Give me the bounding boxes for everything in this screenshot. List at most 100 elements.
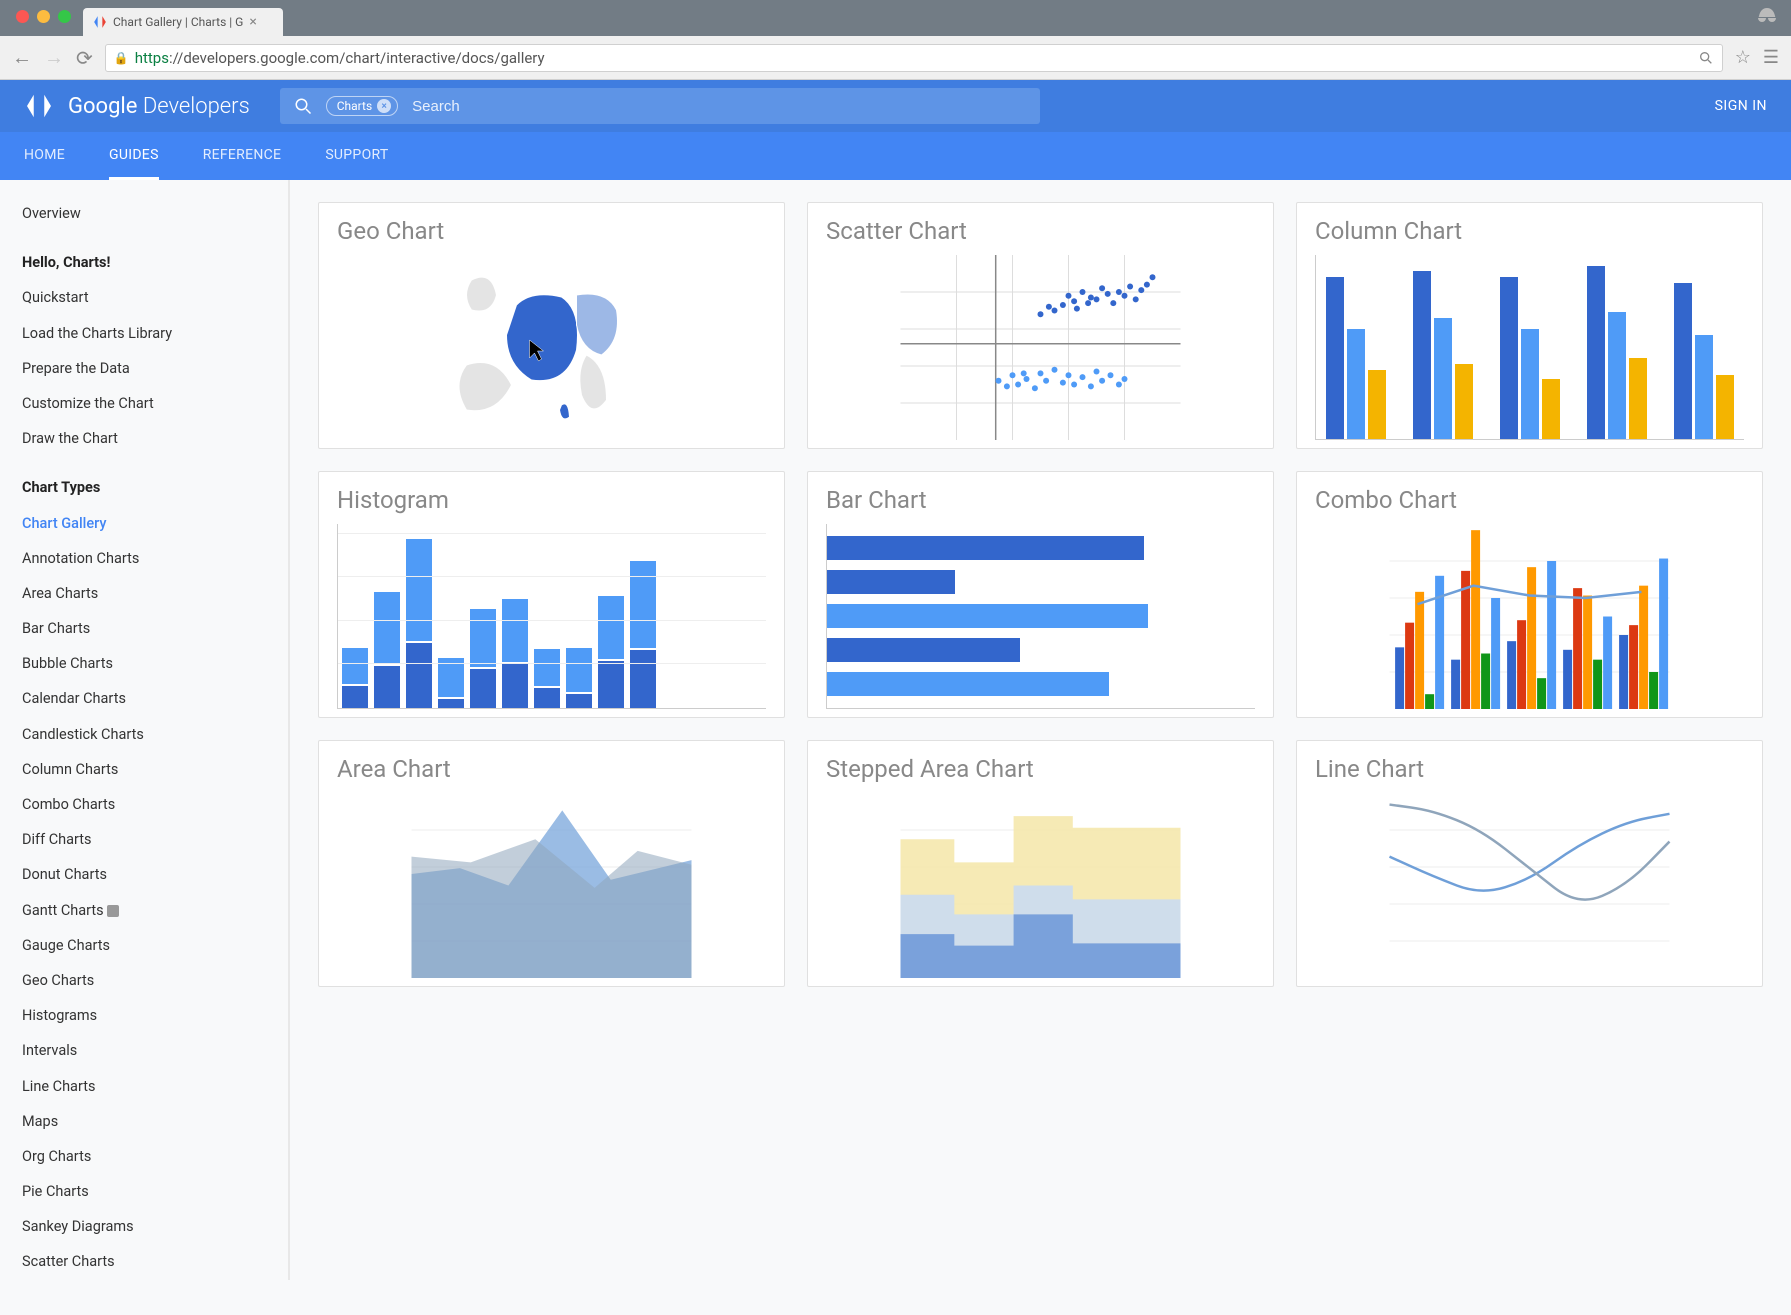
browser-tab[interactable]: Chart Gallery | Charts | G ×: [83, 8, 283, 36]
sidebar-item[interactable]: Org Charts: [0, 1139, 288, 1174]
chip-label: Charts: [337, 99, 372, 113]
signin-link[interactable]: SIGN IN: [1715, 98, 1767, 114]
window-controls: [10, 0, 83, 31]
gallery-card[interactable]: Line Chart: [1296, 740, 1763, 987]
sidebar-item[interactable]: Candlestick Charts: [0, 717, 288, 752]
sidebar-item[interactable]: Geo Charts: [0, 963, 288, 998]
brand-logo-icon: [24, 91, 54, 121]
sidebar-item[interactable]: Calendar Charts: [0, 681, 288, 716]
sidebar-item[interactable]: Overview: [0, 196, 288, 231]
chart-preview: [826, 524, 1255, 709]
search-bar[interactable]: Charts ×: [280, 88, 1040, 124]
chart-preview: [1315, 793, 1744, 978]
sidebar-item[interactable]: Pie Charts: [0, 1174, 288, 1209]
chart-preview: [1315, 524, 1744, 709]
tab-favicon: [93, 15, 107, 29]
sidebar-item[interactable]: Load the Charts Library: [0, 316, 288, 351]
forward-button[interactable]: →: [44, 45, 64, 70]
sidebar-item[interactable]: Gauge Charts: [0, 928, 288, 963]
tab-close-icon[interactable]: ×: [249, 14, 256, 30]
gallery-card[interactable]: Column Chart: [1296, 202, 1763, 449]
sidebar: Overview Hello, Charts!QuickstartLoad the…: [0, 180, 290, 1280]
gallery-card[interactable]: Bar Chart: [807, 471, 1274, 718]
sidebar-item[interactable]: Area Charts: [0, 576, 288, 611]
brand[interactable]: Google Developers: [24, 91, 250, 121]
chip-remove-icon[interactable]: ×: [377, 99, 391, 113]
content: Geo Chart Scatter Chart Column Chart Histog…: [290, 180, 1791, 1280]
gallery-grid: Geo Chart Scatter Chart Column Chart Histog…: [318, 202, 1763, 987]
card-title: Histogram: [337, 486, 766, 514]
sidebar-item[interactable]: Histograms: [0, 998, 288, 1033]
sidebar-item[interactable]: Quickstart: [0, 280, 288, 315]
brand-main: Google: [68, 94, 137, 119]
card-title: Column Chart: [1315, 217, 1744, 245]
sidebar-item[interactable]: Scatter Charts: [0, 1244, 288, 1279]
sidebar-item[interactable]: Diff Charts: [0, 822, 288, 857]
hamburger-menu-icon[interactable]: ☰: [1763, 47, 1779, 68]
card-title: Area Chart: [337, 755, 766, 783]
main: Overview Hello, Charts!QuickstartLoad the…: [0, 180, 1791, 1280]
subnav-item-guides[interactable]: GUIDES: [109, 132, 159, 180]
subnav-item-home[interactable]: HOME: [24, 132, 65, 180]
gallery-card[interactable]: Stepped Area Chart: [807, 740, 1274, 987]
sidebar-item[interactable]: Sankey Diagrams: [0, 1209, 288, 1244]
subnav-item-reference[interactable]: REFERENCE: [203, 132, 282, 180]
chart-preview: [337, 524, 766, 709]
subnav-item-support[interactable]: SUPPORT: [325, 132, 388, 180]
card-title: Line Chart: [1315, 755, 1744, 783]
sidebar-item[interactable]: Draw the Chart: [0, 421, 288, 456]
gallery-card[interactable]: Histogram: [318, 471, 785, 718]
sidebar-item[interactable]: Gantt Charts: [0, 893, 288, 928]
chart-preview: [826, 793, 1255, 978]
sidebar-item[interactable]: Annotation Charts: [0, 541, 288, 576]
sidebar-item[interactable]: Column Charts: [0, 752, 288, 787]
search-filter-chip[interactable]: Charts ×: [326, 96, 398, 116]
reload-button[interactable]: ⟳: [76, 46, 93, 70]
card-title: Geo Chart: [337, 217, 766, 245]
gallery-card[interactable]: Area Chart: [318, 740, 785, 987]
sidebar-item[interactable]: Line Charts: [0, 1069, 288, 1104]
search-icon: [294, 97, 312, 115]
tab-title: Chart Gallery | Charts | G: [113, 15, 243, 29]
maximize-window-button[interactable]: [58, 10, 71, 23]
sidebar-item[interactable]: Bubble Charts: [0, 646, 288, 681]
sidebar-item[interactable]: Customize the Chart: [0, 386, 288, 421]
chart-preview: [1315, 255, 1744, 440]
card-title: Stepped Area Chart: [826, 755, 1255, 783]
chart-preview: [826, 255, 1255, 440]
card-title: Combo Chart: [1315, 486, 1744, 514]
sidebar-item[interactable]: Chart Gallery: [0, 506, 288, 541]
close-window-button[interactable]: [16, 10, 29, 23]
sidebar-item[interactable]: Intervals: [0, 1033, 288, 1068]
gallery-card[interactable]: Combo Chart: [1296, 471, 1763, 718]
chart-preview: [337, 255, 766, 440]
site-header: Google Developers Charts × SIGN IN: [0, 80, 1791, 132]
gallery-card[interactable]: Geo Chart: [318, 202, 785, 449]
minimize-window-button[interactable]: [37, 10, 50, 23]
search-in-page-icon[interactable]: [1698, 50, 1714, 66]
sidebar-item[interactable]: Prepare the Data: [0, 351, 288, 386]
chart-preview: [337, 793, 766, 978]
url-text: https://developers.google.com/chart/inte…: [135, 49, 545, 67]
browser-chrome: Chart Gallery | Charts | G × ← → ⟳ 🔒 htt…: [0, 0, 1791, 80]
sidebar-item[interactable]: Maps: [0, 1104, 288, 1139]
address-bar: ← → ⟳ 🔒 https://developers.google.com/ch…: [0, 36, 1791, 80]
card-title: Scatter Chart: [826, 217, 1255, 245]
sidebar-item[interactable]: Combo Charts: [0, 787, 288, 822]
sidebar-section-header: Chart Types: [0, 470, 288, 505]
sidebar-item[interactable]: Bar Charts: [0, 611, 288, 646]
tab-bar: Chart Gallery | Charts | G ×: [0, 0, 1791, 36]
sidebar-section-header: Hello, Charts!: [0, 245, 288, 280]
back-button[interactable]: ←: [12, 45, 32, 70]
sidebar-item[interactable]: Donut Charts: [0, 857, 288, 892]
brand-sub: Developers: [143, 94, 250, 119]
bookmark-star-icon[interactable]: ☆: [1735, 47, 1751, 68]
incognito-icon: [1755, 6, 1779, 30]
gallery-card[interactable]: Scatter Chart: [807, 202, 1274, 449]
card-title: Bar Chart: [826, 486, 1255, 514]
search-input[interactable]: [412, 98, 1026, 115]
url-field[interactable]: 🔒 https://developers.google.com/chart/in…: [105, 44, 1723, 72]
subnav: HOME GUIDES REFERENCE SUPPORT: [0, 132, 1791, 180]
new-badge-icon: [107, 905, 119, 917]
lock-icon: 🔒: [114, 51, 129, 65]
